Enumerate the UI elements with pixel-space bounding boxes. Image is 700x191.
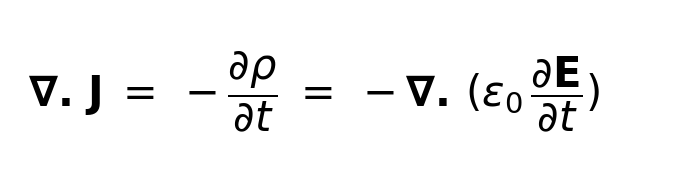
Text: $\mathbf{\nabla}\mathbf{.}\,\mathbf{J}\;=\;-\dfrac{\partial\rho}{\partial t}\;=\: $\mathbf{\nabla}\mathbf{.}\,\mathbf{J}\;… [28, 49, 601, 134]
